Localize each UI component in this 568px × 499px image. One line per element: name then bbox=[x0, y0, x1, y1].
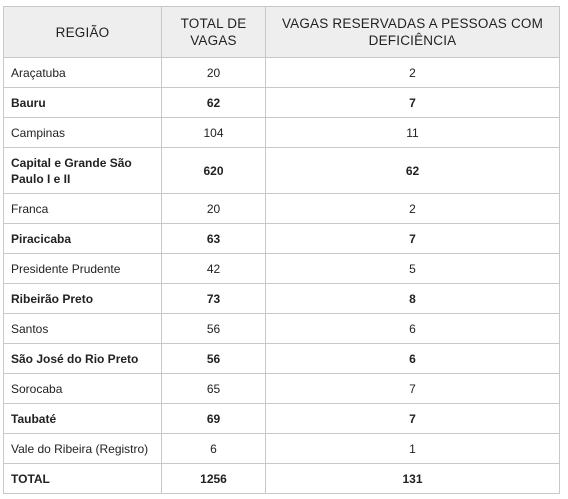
total-vagas-cell: 73 bbox=[161, 283, 266, 314]
table-body: Araçatuba 20 2 Bauru 62 7 Campinas 104 11 Capital… bbox=[3, 57, 560, 494]
vagas-reservadas-cell: 7 bbox=[265, 373, 560, 404]
regiao-cell: TOTAL bbox=[3, 463, 162, 494]
regiao-cell: Franca bbox=[3, 193, 162, 224]
total-vagas-cell: 65 bbox=[161, 373, 266, 404]
vagas-reservadas-cell: 2 bbox=[265, 193, 560, 224]
header-regiao: REGIÃO bbox=[3, 6, 162, 58]
vagas-reservadas-cell: 7 bbox=[265, 223, 560, 254]
total-vagas-cell: 1256 bbox=[161, 463, 266, 494]
vagas-table: REGIÃO TOTAL DE VAGAS VAGAS RESERVADAS A… bbox=[3, 6, 560, 494]
total-vagas-cell: 20 bbox=[161, 57, 266, 88]
total-vagas-cell: 104 bbox=[161, 117, 266, 148]
table-row: Campinas 104 11 bbox=[3, 117, 560, 148]
regiao-cell: Bauru bbox=[3, 87, 162, 118]
table-row: Bauru 62 7 bbox=[3, 87, 560, 118]
table-row: Ribeirão Preto 73 8 bbox=[3, 283, 560, 314]
regiao-cell: São José do Rio Preto bbox=[3, 343, 162, 374]
vagas-reservadas-cell: 131 bbox=[265, 463, 560, 494]
regiao-cell: Piracicaba bbox=[3, 223, 162, 254]
vagas-reservadas-cell: 6 bbox=[265, 313, 560, 344]
vagas-reservadas-cell: 1 bbox=[265, 433, 560, 464]
regiao-cell: Presidente Prudente bbox=[3, 253, 162, 284]
vagas-reservadas-cell: 8 bbox=[265, 283, 560, 314]
vagas-reservadas-cell: 6 bbox=[265, 343, 560, 374]
table-header: REGIÃO TOTAL DE VAGAS VAGAS RESERVADAS A… bbox=[3, 6, 560, 58]
header-total-de-vagas: TOTAL DE VAGAS bbox=[161, 6, 266, 58]
vagas-reservadas-cell: 2 bbox=[265, 57, 560, 88]
vagas-reservadas-cell: 62 bbox=[265, 147, 560, 194]
regiao-cell: Taubaté bbox=[3, 403, 162, 434]
total-vagas-cell: 69 bbox=[161, 403, 266, 434]
table-row: Capital e Grande São Paulo I e II 620 62 bbox=[3, 147, 560, 194]
vagas-reservadas-cell: 7 bbox=[265, 87, 560, 118]
header-row: REGIÃO TOTAL DE VAGAS VAGAS RESERVADAS A… bbox=[3, 6, 560, 58]
total-vagas-cell: 62 bbox=[161, 87, 266, 118]
table-row: Franca 20 2 bbox=[3, 193, 560, 224]
regiao-cell: Vale do Ribeira (Registro) bbox=[3, 433, 162, 464]
total-vagas-cell: 56 bbox=[161, 313, 266, 344]
table-row: TOTAL 1256 131 bbox=[3, 463, 560, 494]
table-row: Araçatuba 20 2 bbox=[3, 57, 560, 88]
regiao-cell: Sorocaba bbox=[3, 373, 162, 404]
vagas-reservadas-cell: 5 bbox=[265, 253, 560, 284]
regiao-cell: Capital e Grande São Paulo I e II bbox=[3, 147, 162, 194]
header-vagas-reservadas: VAGAS RESERVADAS A PESSOAS COM DEFICIÊNC… bbox=[265, 6, 560, 58]
total-vagas-cell: 56 bbox=[161, 343, 266, 374]
regiao-cell: Araçatuba bbox=[3, 57, 162, 88]
total-vagas-cell: 20 bbox=[161, 193, 266, 224]
table-row: Vale do Ribeira (Registro) 6 1 bbox=[3, 433, 560, 464]
table-row: Taubaté 69 7 bbox=[3, 403, 560, 434]
table-row: Piracicaba 63 7 bbox=[3, 223, 560, 254]
regiao-cell: Santos bbox=[3, 313, 162, 344]
regiao-cell: Ribeirão Preto bbox=[3, 283, 162, 314]
table-row: São José do Rio Preto 56 6 bbox=[3, 343, 560, 374]
table-row: Sorocaba 65 7 bbox=[3, 373, 560, 404]
total-vagas-cell: 6 bbox=[161, 433, 266, 464]
vagas-reservadas-cell: 7 bbox=[265, 403, 560, 434]
total-vagas-cell: 42 bbox=[161, 253, 266, 284]
table-row: Presidente Prudente 42 5 bbox=[3, 253, 560, 284]
table-row: Santos 56 6 bbox=[3, 313, 560, 344]
regiao-cell: Campinas bbox=[3, 117, 162, 148]
vagas-reservadas-cell: 11 bbox=[265, 117, 560, 148]
total-vagas-cell: 620 bbox=[161, 147, 266, 194]
total-vagas-cell: 63 bbox=[161, 223, 266, 254]
